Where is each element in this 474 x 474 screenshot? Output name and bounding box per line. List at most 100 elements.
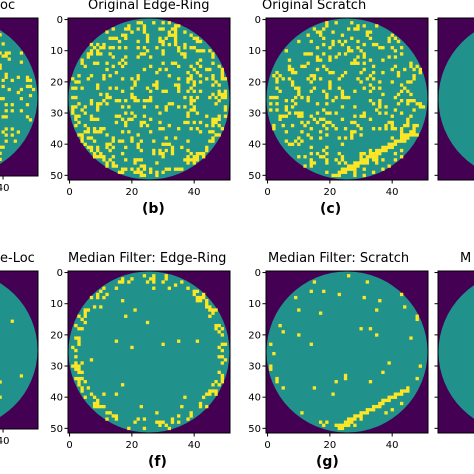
defect-cell xyxy=(167,426,172,431)
defect-cell xyxy=(309,114,313,118)
defect-cell xyxy=(136,145,140,150)
defect-cell xyxy=(96,86,100,90)
defect-cell xyxy=(362,55,366,59)
y-tick-label: 10 xyxy=(50,46,63,57)
defect-cell xyxy=(108,142,112,146)
defect-cell xyxy=(337,151,341,156)
defect-cell xyxy=(390,120,394,125)
defect-cell xyxy=(198,39,203,44)
defect-cell xyxy=(300,111,304,115)
defect-cell xyxy=(130,30,134,34)
defect-cell xyxy=(164,136,168,140)
defect-cell xyxy=(208,392,212,396)
defect-cell xyxy=(356,61,360,65)
defect-cell xyxy=(272,74,276,78)
defect-cell xyxy=(86,55,91,59)
defect-cell xyxy=(403,86,407,90)
defect-cell xyxy=(96,148,100,153)
defect-cell xyxy=(201,292,206,297)
defect-cell xyxy=(74,376,78,381)
defect-cell xyxy=(164,89,168,93)
defect-cell xyxy=(343,136,348,140)
defect-cell xyxy=(406,386,410,390)
defect-cell xyxy=(0,395,2,399)
defect-cell xyxy=(111,27,115,31)
defect-cell xyxy=(403,139,407,143)
defect-cell xyxy=(83,64,87,69)
defect-cell xyxy=(208,67,212,72)
defect-cell xyxy=(145,99,150,103)
defect-cell xyxy=(92,61,97,65)
defect-cell xyxy=(155,411,159,415)
defect-cell xyxy=(96,105,100,109)
defect-cell xyxy=(16,130,20,134)
defect-cell xyxy=(318,420,323,424)
defect-cell xyxy=(170,417,175,421)
defect-cell xyxy=(124,167,128,171)
defect-cell xyxy=(353,167,357,171)
defect-cell xyxy=(71,105,75,109)
defect-cell xyxy=(318,77,323,81)
defect-cell xyxy=(371,404,376,409)
defect-cell xyxy=(343,95,348,100)
defect-cell xyxy=(177,127,181,131)
defect-cell xyxy=(170,27,175,31)
defect-cell xyxy=(223,77,228,81)
defect-cell xyxy=(217,89,221,93)
defect-cell xyxy=(393,95,398,100)
defect-cell xyxy=(195,111,200,115)
y-tick-label: 30 xyxy=(50,109,63,120)
defect-cell xyxy=(340,105,345,109)
defect-cell xyxy=(375,24,379,28)
defect-cell xyxy=(347,49,351,53)
defect-cell xyxy=(337,423,341,427)
defect-cell xyxy=(195,61,200,65)
defect-cell xyxy=(127,24,131,28)
defect-cell xyxy=(158,420,162,424)
defect-cell xyxy=(139,52,143,56)
defect-cell xyxy=(164,167,168,171)
defect-cell xyxy=(359,80,363,84)
x-tick-label: 20 xyxy=(125,440,138,451)
defect-cell xyxy=(322,117,326,122)
defect-cell xyxy=(108,36,112,41)
defect-cell xyxy=(343,423,348,427)
defect-cell xyxy=(359,114,363,118)
defect-cell xyxy=(337,426,341,431)
heatmap-frame xyxy=(0,17,39,177)
defect-cell xyxy=(362,151,366,156)
defect-cell xyxy=(409,99,413,103)
defect-cell xyxy=(406,123,410,128)
defect-cell xyxy=(13,139,17,143)
defect-cell xyxy=(284,139,289,143)
defect-cell xyxy=(0,151,2,155)
defect-cell xyxy=(120,299,125,303)
defect-cell xyxy=(7,51,11,55)
defect-cell xyxy=(161,127,165,131)
defect-cell xyxy=(133,308,137,312)
defect-cell xyxy=(99,289,103,294)
defect-cell xyxy=(306,120,310,125)
defect-cell xyxy=(375,308,379,312)
defect-cell xyxy=(325,102,329,106)
defect-cell xyxy=(393,158,398,162)
defect-cell xyxy=(74,105,78,109)
defect-cell xyxy=(399,392,404,396)
defect-cell xyxy=(19,97,24,101)
defect-cell xyxy=(359,133,363,137)
defect-cell xyxy=(139,139,143,143)
defect-cell xyxy=(337,173,341,178)
defect-cell xyxy=(77,314,81,318)
defect-cell xyxy=(287,58,292,62)
defect-cell xyxy=(315,46,320,50)
defect-cell xyxy=(111,145,115,150)
defect-cell xyxy=(4,115,8,119)
defect-cell xyxy=(189,99,193,103)
defect-cell xyxy=(403,133,407,137)
defect-cell xyxy=(108,86,112,90)
defect-cell xyxy=(108,411,112,415)
defect-cell xyxy=(127,426,131,431)
defect-cell xyxy=(340,155,345,159)
defect-cell xyxy=(297,136,301,140)
defect-cell xyxy=(28,78,33,83)
